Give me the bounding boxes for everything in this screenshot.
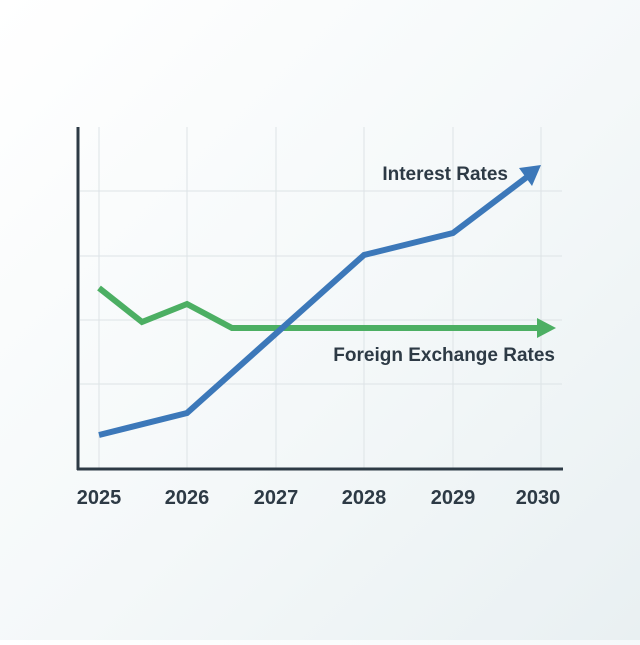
series-foreign-exchange-rates [97, 285, 540, 331]
fx-arrowhead-icon [537, 318, 556, 338]
x-tick-labels: 2025 2026 2027 2028 2029 2030 [77, 487, 561, 509]
x-tick-2030: 2030 [516, 487, 561, 509]
x-tick-2025: 2025 [77, 487, 122, 509]
x-tick-2026: 2026 [165, 487, 210, 509]
label-foreign-exchange-rates: Foreign Exchange Rates [333, 345, 555, 366]
interest-arrowhead-icon [519, 165, 541, 186]
grid [80, 127, 562, 469]
series-interest-rates [98, 174, 529, 438]
label-interest-rates: Interest Rates [382, 164, 508, 185]
x-tick-2027: 2027 [254, 487, 299, 509]
x-tick-2028: 2028 [342, 487, 387, 509]
x-tick-2029: 2029 [431, 487, 476, 509]
